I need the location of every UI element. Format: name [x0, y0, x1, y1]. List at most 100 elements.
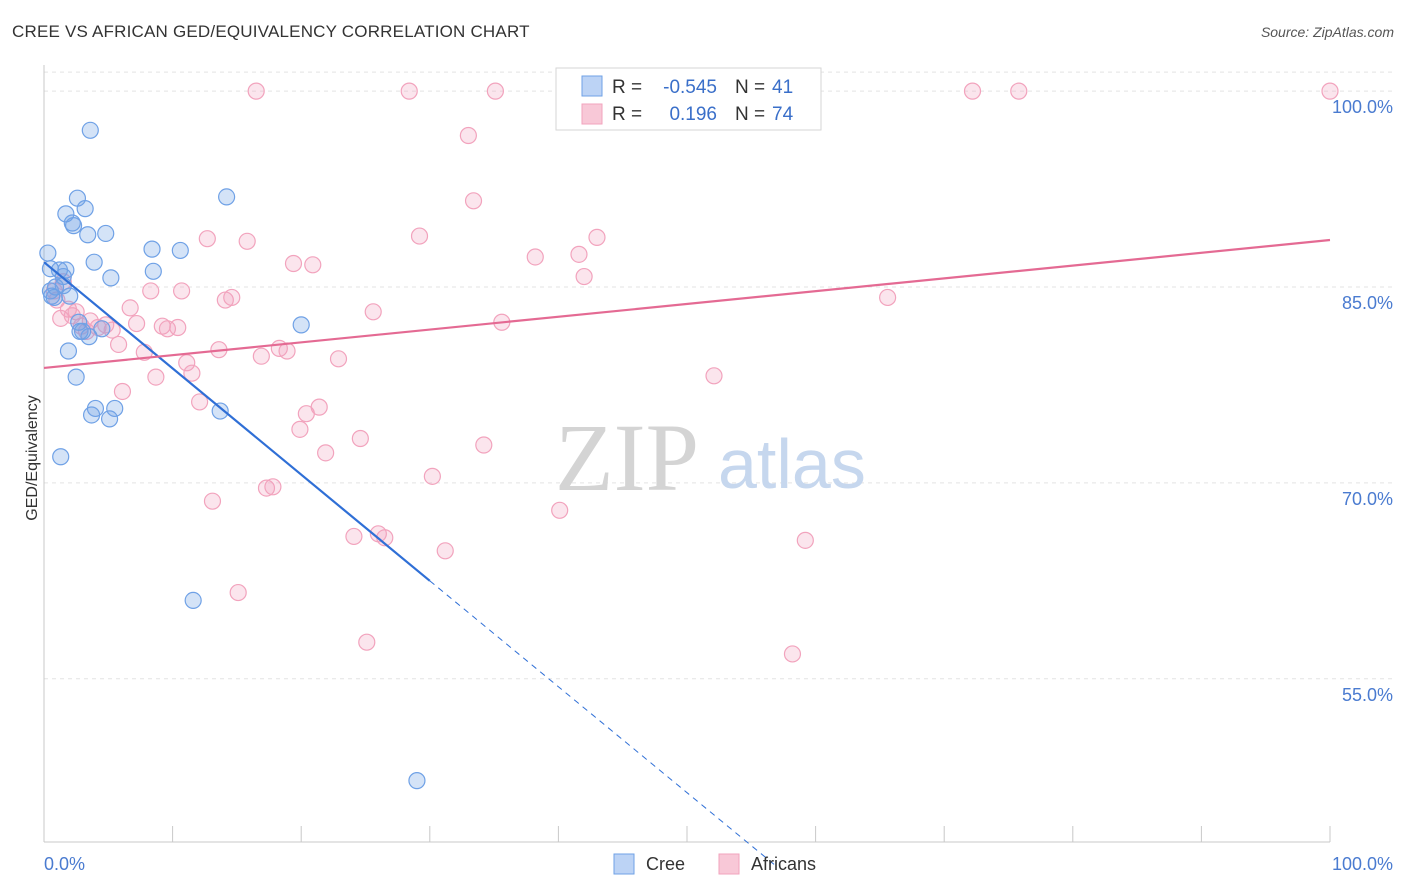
africans-point: [247, 82, 265, 100]
africans-point: [113, 382, 132, 401]
africans-point: [121, 299, 139, 317]
cree-point: [102, 269, 120, 287]
cree-n-value: 41: [772, 77, 793, 98]
legend-africans-label: Africans: [751, 854, 816, 874]
africans-point: [203, 492, 222, 510]
cree-point: [86, 399, 105, 418]
africans-point: [358, 633, 376, 651]
cree-point: [59, 342, 78, 360]
africans-point: [1321, 82, 1339, 100]
axes: [43, 65, 1331, 843]
africans-point: [526, 248, 544, 266]
africans-point: [147, 368, 165, 386]
africans-point: [183, 364, 201, 382]
africans-point: [410, 227, 429, 245]
africans-r-value: 0.196: [669, 104, 717, 125]
legend-africans-swatch: [718, 853, 740, 875]
africans-point: [464, 192, 483, 210]
africans-point: [783, 645, 802, 663]
africans-point: [223, 288, 241, 307]
cree-point: [408, 772, 426, 790]
cree-point: [211, 402, 229, 420]
y-tick-label: 55.0%: [1342, 685, 1393, 705]
chart-title: CREE VS AFRICAN GED/EQUIVALENCY CORRELAT…: [12, 22, 530, 41]
source-credit: Source: ZipAtlas.com: [1260, 24, 1394, 40]
africans-point: [705, 367, 723, 385]
africans-point: [459, 126, 477, 145]
cree-point: [80, 328, 98, 346]
africans-point: [588, 228, 606, 246]
africans-point: [127, 314, 146, 333]
cree-point: [64, 217, 83, 235]
africans-point: [257, 479, 276, 497]
cree-trend-line: [43, 261, 431, 582]
africans-point: [284, 254, 303, 273]
africans-point: [264, 478, 282, 496]
y-tick-label: 70.0%: [1342, 489, 1393, 509]
africans-point: [238, 232, 256, 250]
africans-point: [109, 335, 128, 354]
cree-point: [184, 591, 202, 610]
africans-point: [364, 303, 382, 321]
cree-points: [39, 121, 426, 790]
africans-trend-line: [43, 238, 1331, 370]
cree-point: [70, 313, 88, 331]
africans-points: [45, 82, 1339, 663]
africans-n-value: 74: [772, 104, 794, 125]
cree-point: [79, 226, 97, 244]
africans-point: [423, 467, 441, 485]
trend-lines: [43, 238, 1331, 868]
africans-point: [291, 420, 309, 438]
cree-point: [81, 121, 99, 139]
africans-point: [796, 531, 814, 549]
africans-point: [304, 256, 322, 274]
africans-swatch: [581, 103, 603, 125]
legend-cree-label: Cree: [646, 854, 685, 874]
cree-point: [52, 448, 70, 466]
cree-point: [144, 262, 162, 280]
cree-point: [85, 253, 103, 271]
cree-point: [106, 399, 124, 418]
cree-trend-extension: [429, 580, 778, 868]
africans-point: [252, 347, 270, 365]
cree-point: [292, 316, 310, 334]
africans-point: [169, 318, 187, 337]
africans-point: [345, 527, 363, 546]
cree-n-label: N =: [735, 77, 765, 98]
watermark-zip: ZIP: [555, 404, 699, 511]
africans-point: [475, 436, 493, 454]
cree-point: [97, 224, 115, 243]
x-tick-labels: 0.0% 100.0%: [44, 854, 1393, 874]
africans-point: [310, 398, 328, 416]
africans-point: [142, 282, 160, 300]
cree-point: [100, 410, 119, 428]
africans-point: [879, 288, 897, 307]
cree-swatch: [581, 75, 603, 97]
cree-point: [39, 244, 57, 262]
cree-point: [61, 287, 79, 305]
africans-point: [198, 230, 216, 248]
cree-point: [43, 287, 61, 305]
cree-r-value: -0.545: [663, 77, 717, 98]
y-tick-labels: 55.0% 70.0% 85.0% 100.0%: [1332, 97, 1393, 705]
watermark-atlas: atlas: [718, 425, 866, 503]
africans-point: [551, 501, 569, 519]
cree-point: [143, 240, 161, 258]
africans-point: [229, 583, 247, 602]
africans-point: [351, 429, 369, 448]
y-axis-label: GED/Equivalency: [24, 395, 41, 520]
cree-point: [218, 188, 236, 206]
cree-point: [171, 241, 189, 260]
africans-point: [173, 282, 191, 300]
africans-r-label: R =: [612, 104, 642, 125]
cree-point: [67, 368, 85, 386]
cree-point: [76, 200, 94, 218]
y-tick-label: 100.0%: [1332, 97, 1393, 117]
x-tick-label: 0.0%: [44, 854, 85, 874]
africans-point: [329, 350, 348, 368]
y-tick-label: 85.0%: [1342, 293, 1393, 313]
africans-n-label: N =: [735, 104, 765, 125]
africans-point: [486, 82, 504, 100]
africans-point: [400, 82, 418, 100]
